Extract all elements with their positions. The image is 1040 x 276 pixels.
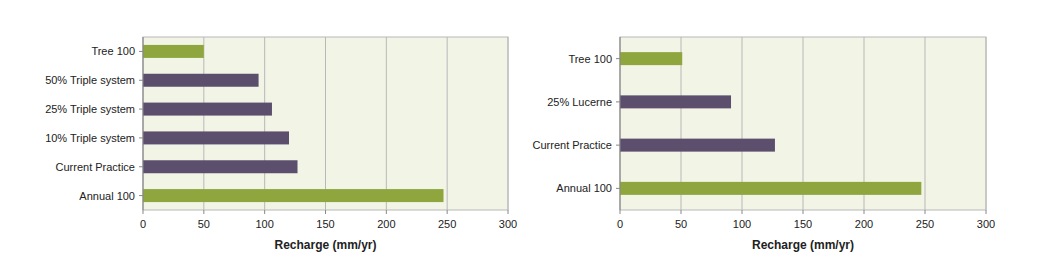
tick-mark	[325, 210, 326, 214]
bars	[620, 52, 921, 195]
category-label: Current Practice	[56, 161, 135, 173]
grid-line	[264, 37, 265, 210]
category-label: Tree 100	[91, 45, 135, 57]
tick-mark	[803, 210, 804, 214]
category-label: 25% Lucerne	[547, 96, 612, 108]
chart-panel: 0 50 100 150 200 250 300 Tree 100 25% Lucerne Cur…	[533, 37, 996, 252]
tick-label: 300	[499, 218, 517, 230]
tick-mark	[203, 210, 204, 214]
tick-mark	[386, 210, 387, 214]
category-tick	[139, 109, 143, 110]
tick-mark	[864, 210, 865, 214]
bar	[143, 189, 444, 202]
category-tick	[616, 58, 620, 59]
tick-label: 100	[733, 218, 751, 230]
tick-mark	[143, 210, 144, 214]
plot-background	[143, 37, 508, 210]
tick-label: 250	[438, 218, 456, 230]
axis-line	[620, 37, 621, 210]
bar	[620, 52, 682, 65]
category-label: Annual 100	[79, 190, 135, 202]
tick-label: 150	[794, 218, 812, 230]
category-label: 50% Triple system	[45, 74, 135, 86]
plot-background	[620, 37, 986, 210]
category-label: Tree 100	[568, 53, 612, 65]
tick-mark	[742, 210, 743, 214]
tick-mark	[986, 210, 987, 214]
category-label: 10% Triple system	[45, 132, 135, 144]
tick-mark	[264, 210, 265, 214]
axis-title: Recharge (mm/yr)	[752, 238, 854, 252]
category-label: Annual 100	[556, 182, 612, 194]
axis-line	[143, 37, 144, 210]
grid-line	[203, 37, 204, 210]
category-tick	[616, 145, 620, 146]
bars	[143, 45, 444, 202]
grid-line	[925, 37, 926, 210]
tick-label: 250	[916, 218, 934, 230]
tick-mark	[508, 210, 509, 214]
grid-line	[386, 37, 387, 210]
bar	[143, 160, 298, 173]
category-tick	[616, 101, 620, 102]
bar	[620, 182, 921, 195]
bar	[143, 74, 259, 87]
bar	[620, 95, 731, 108]
bar	[143, 45, 204, 58]
tick-label: 300	[977, 218, 995, 230]
category-tick	[139, 137, 143, 138]
tick-label: 200	[855, 218, 873, 230]
figure: 0 50 100 150 200 250 300 Tree 100 50% Triple sys…	[0, 0, 1040, 276]
category-label: 25% Triple system	[45, 103, 135, 115]
tick-label: 50	[198, 218, 210, 230]
tick-label: 50	[675, 218, 687, 230]
grid-line	[508, 37, 509, 210]
grid-line	[986, 37, 987, 210]
bar	[143, 131, 289, 144]
grid-line	[325, 37, 326, 210]
category-tick	[139, 166, 143, 167]
bar	[143, 103, 272, 116]
chart-panel: 0 50 100 150 200 250 300 Tree 100 50% Triple sys…	[45, 37, 517, 252]
tick-mark	[925, 210, 926, 214]
category-tick	[616, 188, 620, 189]
axis-title: Recharge (mm/yr)	[274, 238, 376, 252]
tick-mark	[447, 210, 448, 214]
grid-line	[447, 37, 448, 210]
category-tick	[139, 80, 143, 81]
tick-label: 200	[377, 218, 395, 230]
tick-mark	[681, 210, 682, 214]
tick-label: 150	[316, 218, 334, 230]
category-label: Current Practice	[533, 139, 612, 151]
tick-label: 100	[255, 218, 273, 230]
bar	[620, 139, 775, 152]
category-tick	[139, 195, 143, 196]
grid-line	[143, 37, 144, 210]
grid-line	[620, 37, 621, 210]
category-tick	[139, 51, 143, 52]
tick-mark	[620, 210, 621, 214]
tick-label: 0	[617, 218, 623, 230]
tick-label: 0	[140, 218, 146, 230]
